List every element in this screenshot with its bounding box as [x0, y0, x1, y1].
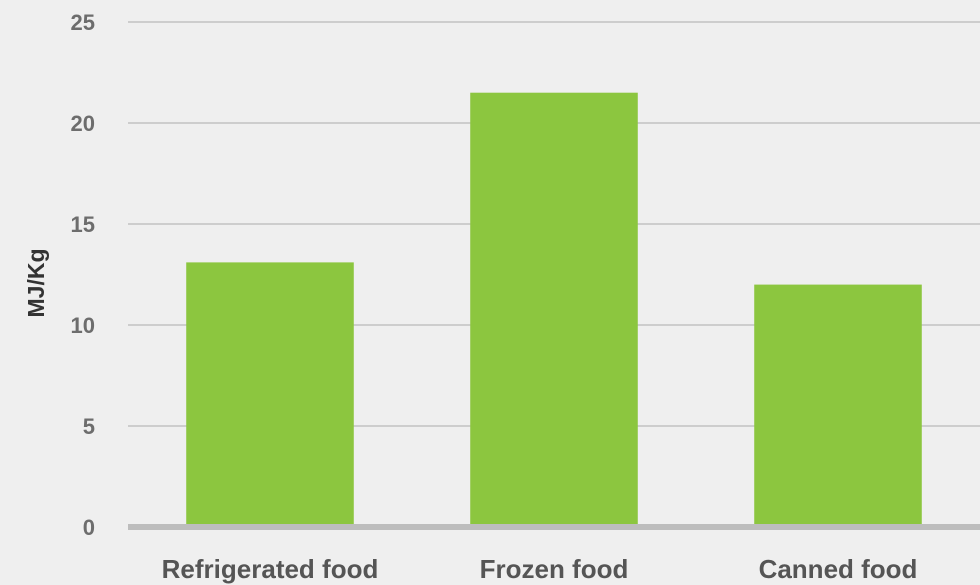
- x-category-label: Frozen food: [480, 554, 629, 584]
- bar-canned-food: [754, 284, 922, 525]
- x-category-labels: Refrigerated food Frozen food Canned food: [162, 554, 918, 584]
- bar-frozen-food: [470, 92, 638, 525]
- y-tick-label: 15: [71, 212, 95, 237]
- y-tick-label: 0: [83, 515, 95, 540]
- y-tick-label: 25: [71, 10, 95, 35]
- bars: [186, 92, 922, 525]
- y-tick-label: 5: [83, 414, 95, 439]
- bar-refrigerated-food: [186, 262, 354, 525]
- y-tick-label: 20: [71, 111, 95, 136]
- x-category-label: Canned food: [759, 554, 918, 584]
- y-tick-label: 10: [71, 313, 95, 338]
- x-category-label: Refrigerated food: [162, 554, 379, 584]
- y-tick-labels: 0 5 10 15 20 25: [71, 10, 95, 540]
- y-axis-title: MJ/Kg: [23, 249, 49, 318]
